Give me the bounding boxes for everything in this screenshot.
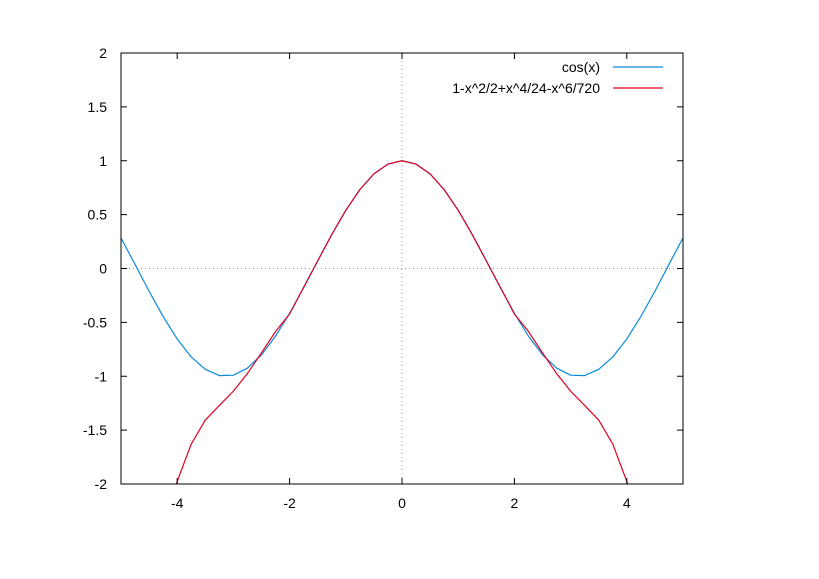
legend: cos(x) 1-x^2/2+x^4/24-x^6/720 — [452, 59, 663, 96]
legend-label-2: 1-x^2/2+x^4/24-x^6/720 — [452, 80, 600, 96]
y-tick-label: 0 — [99, 261, 107, 277]
zero-axes — [121, 53, 683, 484]
x-tick-label: -4 — [171, 495, 184, 511]
x-tick-label: -2 — [283, 495, 296, 511]
axis-ticks: -4 -2 0 2 4 2 1.5 1 0.5 0 -0.5 -1 -1.5 -2 — [83, 45, 683, 511]
x-tick-label: 0 — [398, 495, 406, 511]
x-tick-label: 4 — [623, 495, 631, 511]
y-tick-label: 2 — [99, 45, 107, 61]
y-tick-label: -1 — [95, 368, 108, 384]
y-tick-label: 0.5 — [88, 207, 108, 223]
y-tick-label: 1.5 — [88, 99, 108, 115]
x-tick-label: 2 — [511, 495, 519, 511]
series-layer — [121, 160, 683, 484]
legend-label-1: cos(x) — [562, 59, 600, 75]
y-tick-label: -0.5 — [83, 314, 107, 330]
y-tick-label: -1.5 — [83, 422, 107, 438]
y-tick-label: -2 — [95, 476, 108, 492]
series-line-2 — [175, 160, 629, 484]
y-tick-label: 1 — [99, 153, 107, 169]
